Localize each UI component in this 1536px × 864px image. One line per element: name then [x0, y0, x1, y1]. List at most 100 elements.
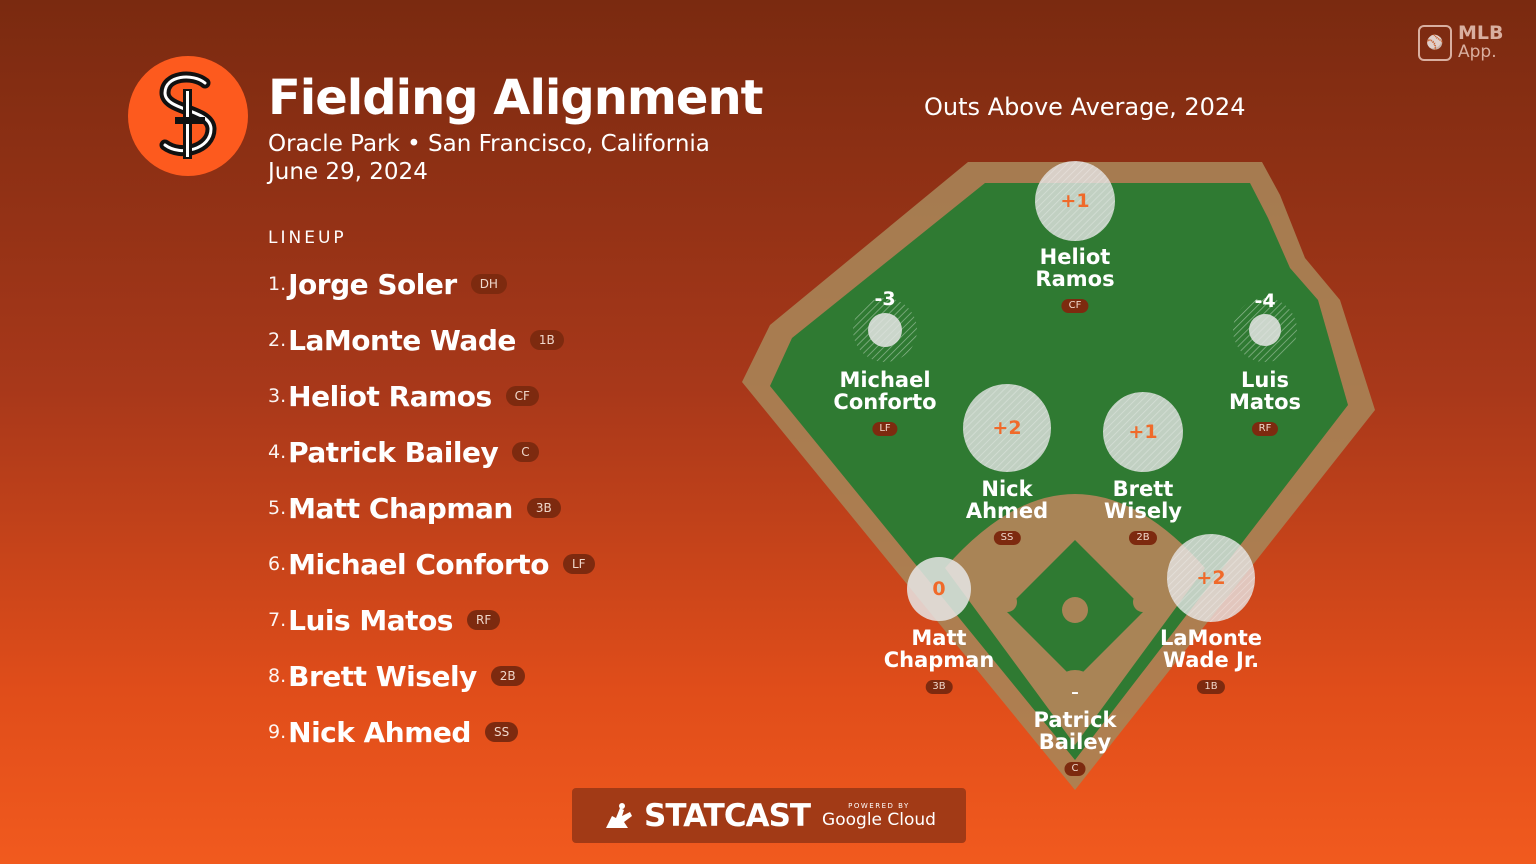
position-badge: 3B [526, 498, 561, 518]
fielder-label-3b: Matt Chapman 3B [883, 626, 995, 694]
lineup-item: 1. Jorge Soler DH [268, 256, 595, 312]
lineup-item: 9. Nick Ahmed SS [268, 704, 595, 760]
venue-info: Oracle Park • San Francisco, California … [268, 130, 710, 186]
lineup-number: 2. [268, 329, 287, 351]
position-badge: DH [470, 274, 507, 294]
date-text: June 29, 2024 [268, 159, 428, 185]
fielder-first-name: Heliot [1039, 245, 1111, 269]
mlb-app-top: MLB [1458, 22, 1504, 44]
fielder-last-name: Conforto [833, 390, 937, 414]
powered-by-label: POWERED BY [848, 801, 910, 810]
fielder-first-name: Michael [839, 368, 931, 392]
position-badge: CF [505, 386, 539, 406]
oaa-value-rf: -4 [1254, 290, 1276, 312]
mlb-app-label: MLB App. [1458, 24, 1504, 62]
lineup-item: 6. Michael Conforto LF [268, 536, 595, 592]
position-badge: 1B [1197, 680, 1225, 694]
fielder-first-name: Brett [1112, 477, 1174, 501]
position-badge: 1B [529, 330, 564, 350]
lineup-number: 1. [268, 273, 287, 295]
venue-text: Oracle Park • San Francisco, California [268, 131, 710, 157]
fielder-label-ss: Nick Ahmed SS [966, 478, 1048, 545]
position-badge: RF [466, 610, 501, 630]
fielder-last-name: Wisely [1104, 499, 1182, 523]
lineup-player-name: Brett Wisely [288, 659, 477, 693]
oaa-value-2b: +1 [1128, 421, 1158, 443]
position-badge: 2B [1129, 531, 1157, 545]
lineup-number: 8. [268, 665, 287, 687]
oaa-value-cf: +1 [1060, 190, 1090, 212]
fielder-last-name: Ramos [1035, 267, 1115, 291]
fielder-first-name: LaMonte [1159, 626, 1263, 650]
position-badge: LF [872, 422, 898, 436]
lineup-number: 4. [268, 441, 287, 463]
lineup-player-name: Heliot Ramos [288, 379, 492, 413]
fielder-last-name: Wade Jr. [1162, 648, 1260, 672]
lineup-number: 9. [268, 721, 287, 743]
page-title: Fielding Alignment [268, 70, 764, 126]
lineup-item: 3. Heliot Ramos CF [268, 368, 595, 424]
lineup-player-name: Nick Ahmed [288, 715, 471, 749]
position-badge: 3B [925, 680, 953, 694]
statcast-brand: STATCAST [644, 797, 811, 834]
fielder-label-2b: Brett Wisely 2B [1104, 478, 1182, 545]
position-badge: C [512, 442, 539, 462]
lineup-number: 5. [268, 497, 287, 519]
oaa-value-ss: +2 [992, 417, 1022, 439]
oaa-value-c: – [1071, 683, 1079, 701]
position-badge: C [1064, 762, 1086, 776]
fielder-first-name: Matt [911, 626, 967, 650]
pitchers-mound [1062, 597, 1088, 623]
partner-name: Google Cloud [822, 809, 936, 830]
fielder-label-1b: LaMonte Wade Jr. 1B [1160, 627, 1262, 694]
position-badge: RF [1251, 422, 1279, 436]
position-badge: LF [562, 554, 595, 574]
fielder-first-name: Nick [981, 477, 1033, 501]
lineup-item: 7. Luis Matos RF [268, 592, 595, 648]
lineup-item: 2. LaMonte Wade 1B [268, 312, 595, 368]
lineup-number: 3. [268, 385, 287, 407]
fielder-last-name: Matos [1228, 390, 1302, 414]
fielder-first-name: Patrick [1033, 708, 1117, 732]
first-base-cut [1133, 592, 1153, 612]
powered-by: POWERED BY Google Cloud [822, 802, 936, 830]
oaa-value-3b: 0 [932, 578, 946, 600]
fielder-last-name: Chapman [883, 648, 995, 672]
fielder-label-c: Patrick Bailey C [1033, 708, 1117, 776]
lineup-player-name: Jorge Soler [288, 267, 457, 301]
mlb-logo-icon: ⚾ [1418, 25, 1452, 61]
lineup-item: 4. Patrick Bailey C [268, 424, 595, 480]
oaa-title: Outs Above Average, 2024 [924, 93, 1246, 121]
position-badge: SS [993, 531, 1021, 545]
infield-grass [1005, 540, 1145, 680]
lineup-heading: LINEUP [268, 228, 347, 248]
fielder-last-name: Ahmed [965, 499, 1049, 523]
statcast-banner: STATCAST POWERED BY Google Cloud [572, 788, 966, 843]
lineup-number: 7. [268, 609, 287, 631]
lineup-number: 6. [268, 553, 287, 575]
sf-giants-logo-icon [159, 71, 217, 159]
mlb-app-badge: ⚾ MLB App. [1418, 24, 1504, 62]
batter-silhouette-icon [606, 802, 633, 828]
fielder-label-lf: Michael Conforto LF [833, 368, 937, 436]
mlb-app-bottom: App. [1458, 42, 1497, 62]
oaa-value-1b: +2 [1196, 567, 1226, 589]
position-badge: CF [1061, 299, 1089, 313]
fielder-label-rf: Luis Matos RF [1229, 369, 1301, 436]
fielder-first-name: Luis [1240, 368, 1290, 392]
position-badge: SS [484, 722, 519, 742]
lineup-item: 5. Matt Chapman 3B [268, 480, 595, 536]
fielder-last-name: Bailey [1038, 730, 1112, 754]
oaa-value-lf: -3 [874, 288, 896, 310]
position-badge: 2B [490, 666, 525, 686]
lineup-player-name: Luis Matos [288, 603, 453, 637]
lineup-player-name: LaMonte Wade [288, 323, 516, 357]
lineup-player-name: Matt Chapman [288, 491, 513, 525]
lineup-player-name: Michael Conforto [288, 547, 549, 581]
lineup-list: 1. Jorge Soler DH 2. LaMonte Wade 1B 3. Helio… [268, 256, 595, 760]
team-logo [128, 56, 248, 176]
third-base-cut [997, 592, 1017, 612]
lineup-item: 8. Brett Wisely 2B [268, 648, 595, 704]
fielder-label-cf: Heliot Ramos CF [1035, 245, 1115, 313]
lineup-player-name: Patrick Bailey [288, 435, 499, 469]
